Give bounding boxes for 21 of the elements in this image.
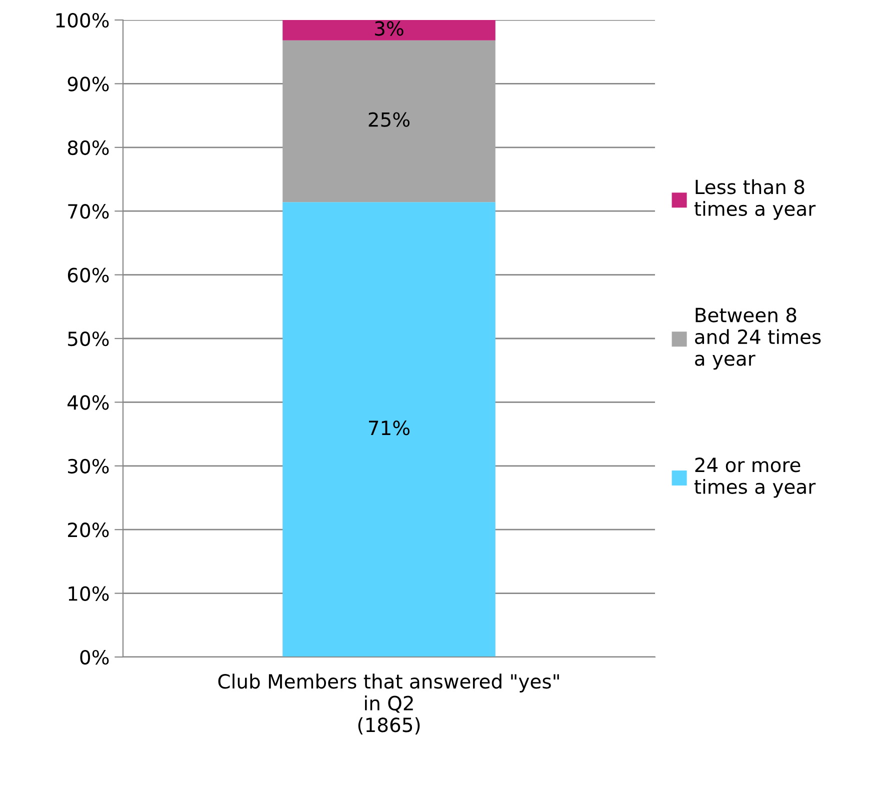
y-tick-label: 40%: [68, 395, 109, 410]
y-tick-label: 10%: [68, 586, 109, 601]
y-tick-label: 0%: [80, 650, 109, 665]
x-tick-label: Club Members that answered "yes" in Q2 (1865): [218, 674, 559, 735]
y-tick-label: 50%: [68, 331, 109, 346]
y-tick-label: 60%: [68, 268, 109, 282]
y-tick-label: 100%: [56, 12, 109, 28]
data-label: 3%: [375, 21, 404, 36]
y-tick-label: 30%: [68, 458, 109, 474]
y-tick-label: 20%: [68, 522, 109, 538]
bar: [282, 40, 496, 202]
y-tick-label: 70%: [68, 204, 109, 219]
legend-label: Between 8 and 24 times a year: [695, 308, 821, 370]
y-tick-label: 80%: [68, 140, 109, 156]
data-label: 25%: [368, 112, 410, 127]
data-label: 71%: [368, 420, 410, 436]
bar: [282, 20, 496, 40]
legend-label: 24 or more times a year: [694, 458, 816, 498]
y-tick-label: 90%: [68, 76, 109, 92]
bar: [282, 202, 496, 657]
legend-label: Less than 8 times a year: [694, 179, 816, 220]
